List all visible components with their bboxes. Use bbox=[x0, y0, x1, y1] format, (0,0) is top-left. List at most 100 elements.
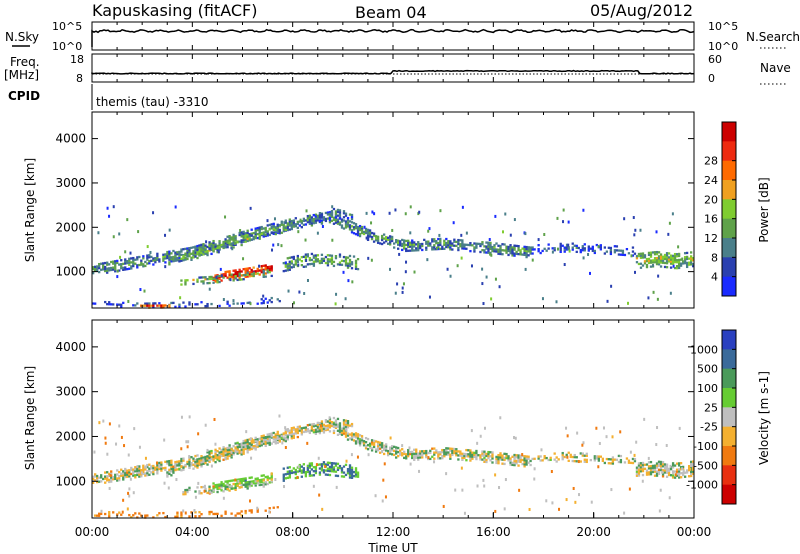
range-gate-cell bbox=[489, 245, 492, 249]
range-gate-cell bbox=[218, 248, 221, 251]
range-gate-cell bbox=[264, 509, 267, 512]
range-gate-cell bbox=[342, 432, 346, 435]
range-gate-cell bbox=[268, 267, 271, 270]
range-gate-cell bbox=[390, 445, 394, 448]
range-gate-cell bbox=[332, 424, 336, 428]
range-gate-cell bbox=[439, 451, 442, 454]
range-gate-cell bbox=[659, 253, 663, 256]
range-gate-cell bbox=[278, 232, 281, 235]
range-gate-cell bbox=[350, 453, 353, 457]
range-gate-cell bbox=[288, 472, 291, 475]
range-gate-cell bbox=[244, 477, 247, 480]
range-gate-cell bbox=[250, 480, 253, 483]
range-gate-cell bbox=[122, 262, 125, 265]
range-gate-cell bbox=[449, 457, 452, 460]
range-gate-cell bbox=[130, 261, 133, 264]
range-gate-cell bbox=[297, 263, 300, 267]
colorbar-swatch bbox=[722, 446, 736, 466]
range-gate-cell bbox=[461, 452, 464, 455]
range-gate-cell bbox=[318, 429, 322, 432]
velocity-y-label: Slant Range [km] bbox=[23, 366, 37, 470]
freq-trace bbox=[91, 69, 695, 75]
range-gate-cell bbox=[649, 261, 653, 264]
range-gate-cell bbox=[146, 514, 149, 517]
range-gate-cell bbox=[226, 446, 229, 450]
range-gate-cell bbox=[172, 467, 175, 470]
range-gate-cell bbox=[513, 252, 516, 255]
range-gate-cell bbox=[346, 256, 350, 259]
range-gate-cell bbox=[208, 485, 211, 488]
range-gate-cell bbox=[589, 271, 591, 275]
range-gate-cell bbox=[234, 514, 237, 517]
range-gate-cell bbox=[268, 228, 271, 231]
range-gate-cell bbox=[160, 465, 163, 468]
range-gate-cell bbox=[565, 426, 568, 430]
range-gate-cell bbox=[122, 301, 125, 305]
range-gate-cell bbox=[180, 457, 183, 461]
range-gate-cell bbox=[314, 258, 318, 261]
range-gate-cell bbox=[244, 481, 247, 484]
range-gate-cell bbox=[114, 268, 117, 271]
range-gate-cell bbox=[240, 239, 243, 242]
range-gate-cell bbox=[649, 469, 653, 472]
range-gate-cell bbox=[176, 258, 179, 262]
range-gate-cell bbox=[647, 461, 651, 464]
range-gate-cell bbox=[282, 432, 285, 435]
range-gate-cell bbox=[162, 257, 165, 260]
range-gate-cell bbox=[216, 454, 219, 457]
range-gate-cell bbox=[661, 259, 665, 262]
range-gate-cell bbox=[288, 476, 291, 479]
range-gate-cell bbox=[164, 253, 167, 256]
range-gate-cell bbox=[288, 433, 291, 436]
range-gate-cell bbox=[629, 450, 632, 454]
range-gate-cell bbox=[641, 473, 645, 477]
range-gate-cell bbox=[284, 269, 287, 272]
range-gate-cell bbox=[274, 433, 277, 436]
range-gate-cell bbox=[431, 447, 434, 450]
range-gate-cell bbox=[691, 263, 695, 266]
range-gate-cell bbox=[214, 243, 217, 246]
range-gate-cell bbox=[270, 480, 273, 483]
range-gate-cell bbox=[290, 471, 293, 475]
range-gate-cell bbox=[388, 448, 392, 451]
range-gate-cell bbox=[360, 225, 364, 229]
range-gate-cell bbox=[384, 240, 388, 243]
range-gate-cell bbox=[306, 470, 310, 474]
range-gate-cell bbox=[417, 245, 420, 248]
range-gate-cell bbox=[196, 246, 199, 250]
range-gate-cell bbox=[264, 436, 267, 439]
range-gate-cell bbox=[208, 450, 211, 453]
range-gate-cell bbox=[326, 258, 330, 261]
range-gate-cell bbox=[383, 462, 386, 466]
range-gate-cell bbox=[252, 235, 255, 238]
range-gate-cell bbox=[94, 265, 97, 268]
range-gate-cell bbox=[246, 271, 249, 274]
range-gate-cell bbox=[252, 238, 255, 241]
range-gate-cell bbox=[306, 468, 310, 472]
range-gate-cell bbox=[364, 231, 368, 235]
range-gate-cell bbox=[671, 462, 675, 465]
range-gate-cell bbox=[182, 491, 185, 494]
range-gate-cell bbox=[324, 219, 328, 223]
range-gate-cell bbox=[334, 470, 338, 473]
range-gate-cell bbox=[224, 244, 227, 247]
range-gate-cell bbox=[202, 243, 205, 246]
range-gate-cell bbox=[298, 463, 301, 467]
range-gate-cell bbox=[498, 486, 501, 490]
range-gate-cell bbox=[150, 304, 153, 307]
range-gate-cell bbox=[149, 250, 152, 254]
range-gate-cell bbox=[669, 254, 673, 257]
range-gate-cell bbox=[160, 469, 163, 472]
range-gate-cell bbox=[681, 471, 685, 475]
range-gate-cell bbox=[461, 243, 464, 246]
range-gate-cell bbox=[318, 219, 322, 223]
range-gate-cell bbox=[276, 430, 279, 434]
range-gate-cell bbox=[270, 231, 273, 235]
range-gate-cell bbox=[306, 428, 310, 431]
range-gate-cell bbox=[306, 464, 310, 468]
range-gate-cell bbox=[274, 438, 277, 441]
range-gate-cell bbox=[368, 446, 372, 449]
range-gate-cell bbox=[200, 253, 203, 256]
range-gate-cell bbox=[562, 220, 565, 224]
range-gate-cell bbox=[246, 269, 249, 272]
